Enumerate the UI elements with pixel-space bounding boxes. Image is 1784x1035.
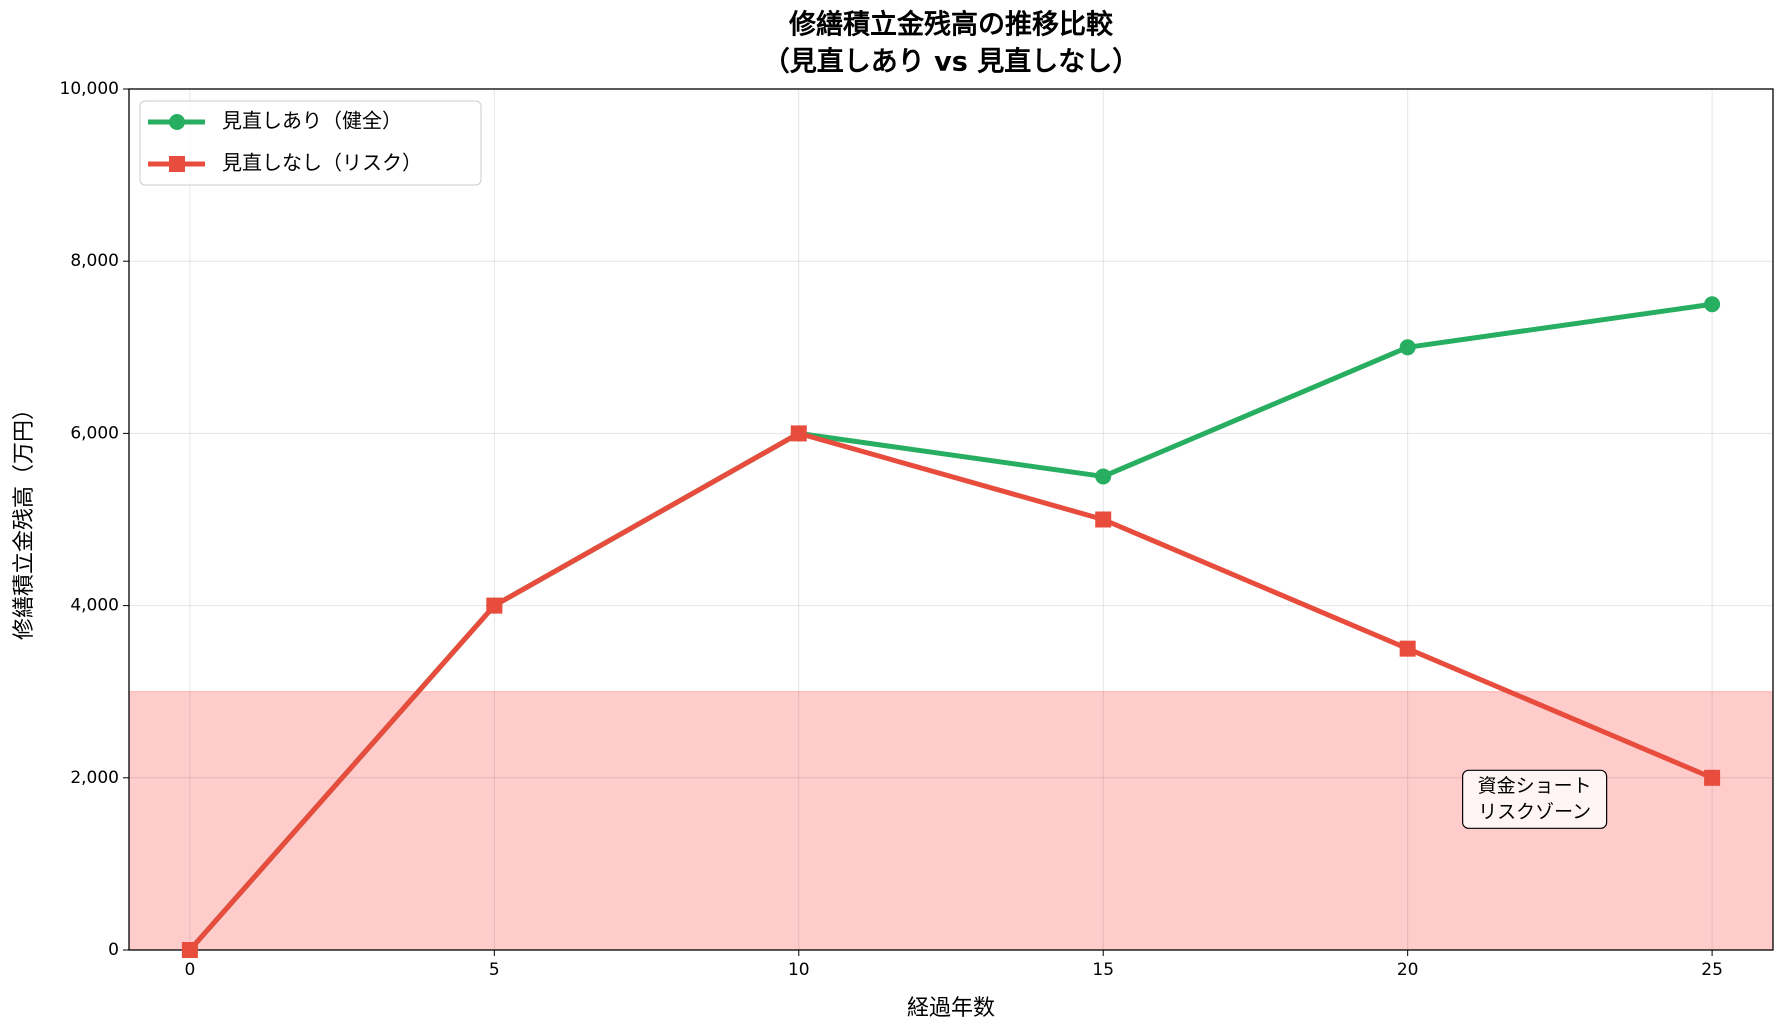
legend-marker [169, 156, 185, 172]
marker [181, 942, 198, 958]
annotation: 資金ショート [1478, 775, 1592, 797]
y-tick-label: 0 [108, 940, 119, 960]
marker [1704, 769, 1721, 786]
y-tick-label: 10,000 [60, 79, 119, 99]
annotation-box [1462, 769, 1608, 829]
y-axis-label: 修繕積立金残高（万円） [12, 398, 37, 640]
y-tick-label: 8,000 [70, 251, 119, 271]
x-tick-label: 25 [1701, 960, 1723, 980]
marker [1399, 640, 1416, 657]
x-tick-label: 15 [1092, 960, 1114, 980]
y-tick-label: 4,000 [70, 596, 119, 616]
annotation: リスクゾーン [1478, 801, 1591, 823]
series-line [188, 430, 1714, 952]
x-tick-label: 0 [184, 960, 195, 980]
legend-label: 見直しあり（健全） [222, 109, 402, 133]
marker [790, 425, 807, 442]
legend-marker [169, 114, 185, 130]
chart-title: （見直しあり vs 見直しなし） [763, 47, 1139, 78]
x-tick-label: 10 [788, 960, 810, 980]
marker [1399, 339, 1416, 356]
marker [1095, 468, 1112, 485]
chart-title: 修繕積立金残高の推移比較 [788, 9, 1114, 41]
marker [1095, 511, 1112, 528]
marker [486, 597, 503, 614]
plot-frame [128, 88, 1774, 951]
legend-label: 見直しなし（リスク） [222, 151, 422, 175]
x-axis-label: 経過年数 [907, 996, 995, 1021]
y-tick-label: 6,000 [70, 423, 119, 443]
marker [1704, 296, 1721, 313]
legend-box [139, 100, 482, 186]
y-tick-label: 2,000 [70, 768, 119, 788]
x-tick-label: 5 [489, 960, 500, 980]
x-tick-label: 20 [1397, 960, 1419, 980]
